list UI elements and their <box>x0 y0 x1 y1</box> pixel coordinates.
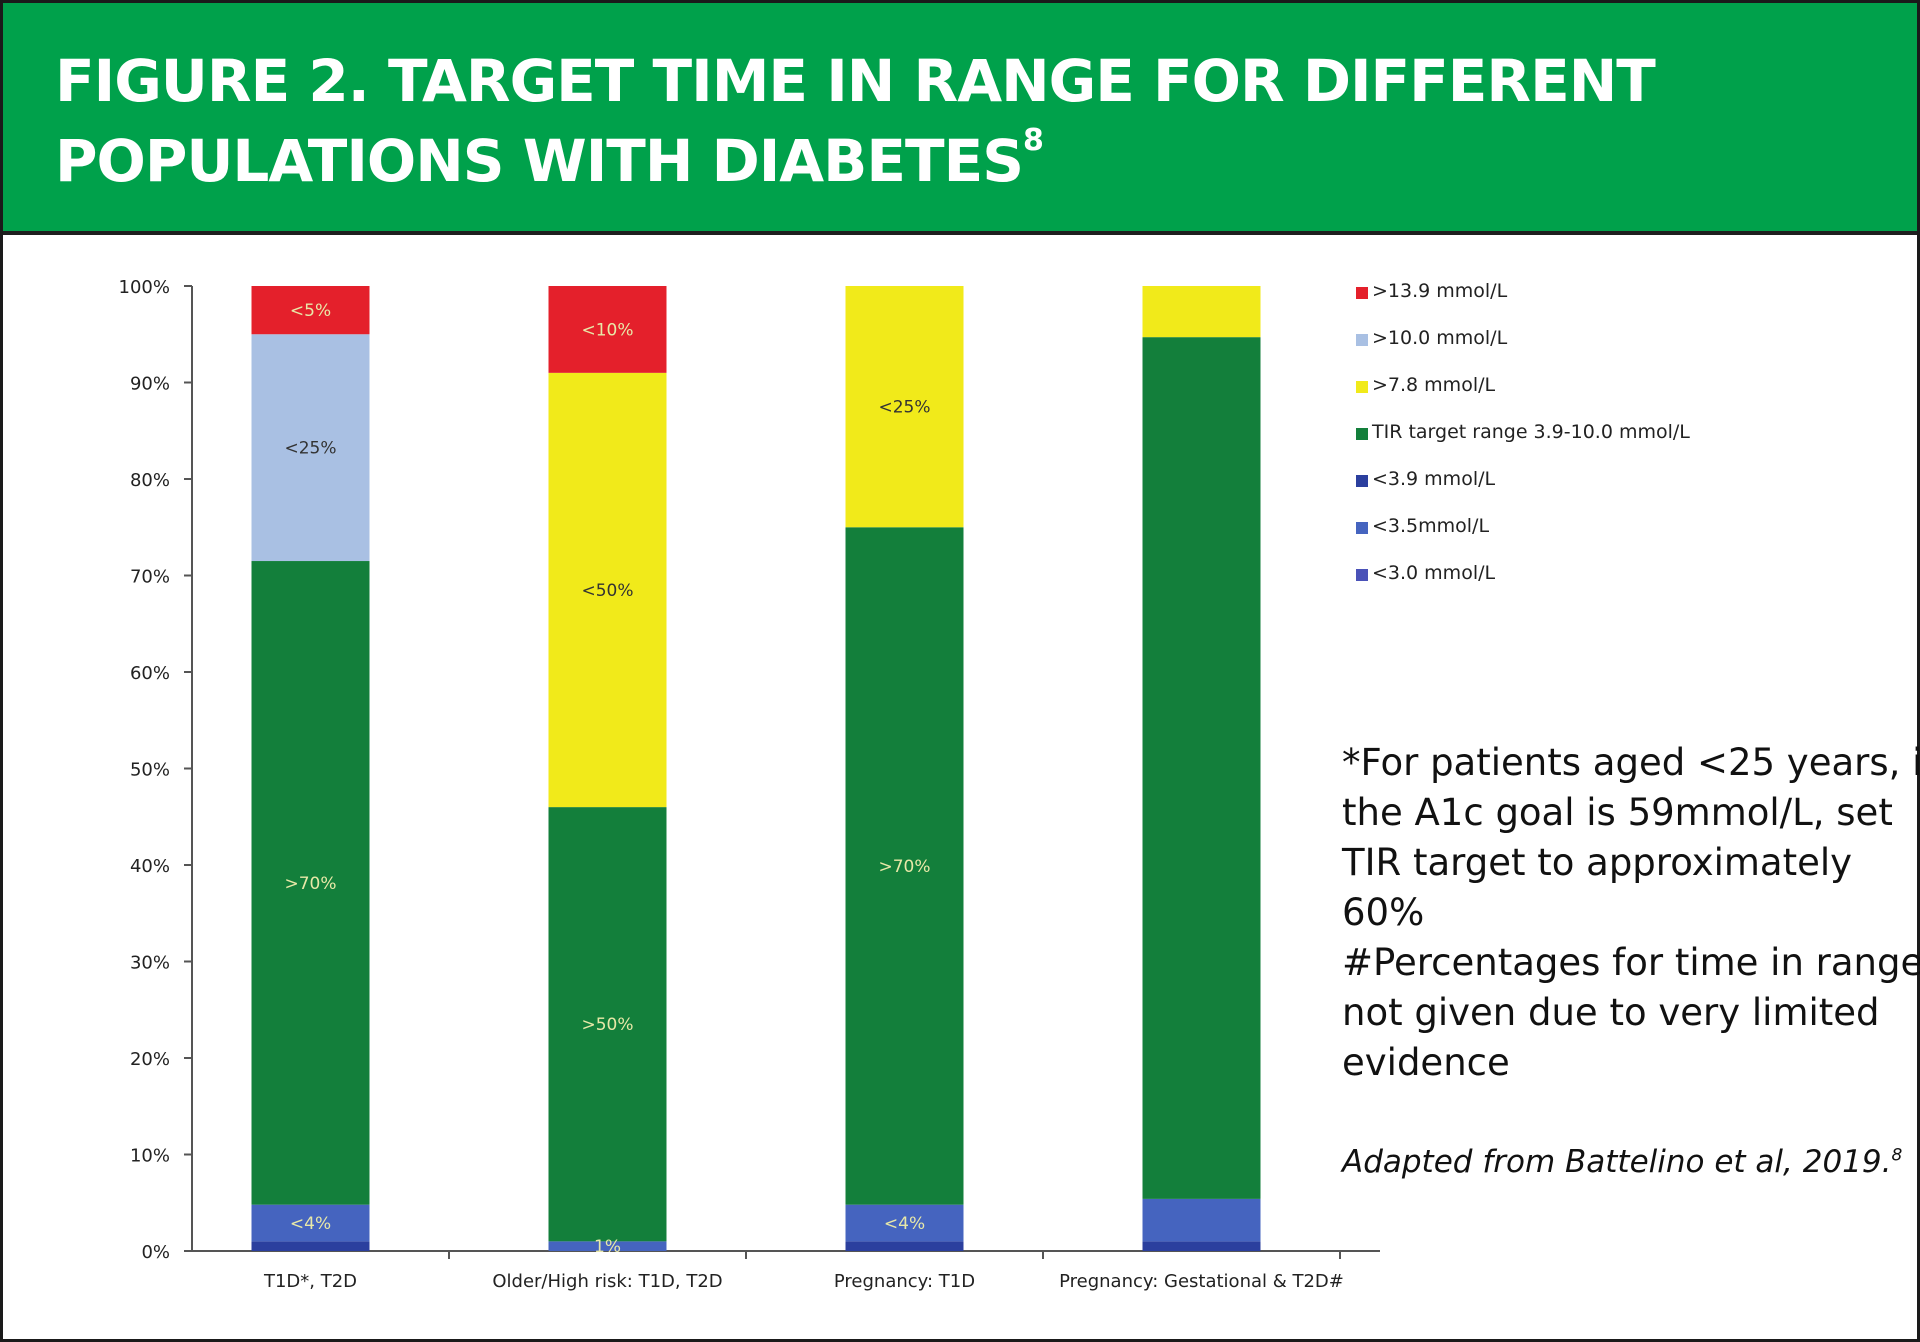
legend-swatch <box>1356 475 1368 487</box>
bar-segment <box>251 561 370 1205</box>
bar-segment <box>1142 1241 1261 1251</box>
bar-segment <box>548 1241 667 1251</box>
bar-segment <box>845 527 964 1205</box>
bar-data-label: 1% <box>594 1237 621 1257</box>
footnote-line: #Percentages for time in range <box>1342 941 1920 984</box>
y-tick-label: 30% <box>130 953 170 974</box>
y-tick-label: 50% <box>130 760 170 781</box>
bar-data-label: >70% <box>878 857 930 877</box>
bar-segment <box>845 1241 964 1251</box>
y-tick-label: 90% <box>130 374 170 395</box>
bar-data-label: >50% <box>581 1015 633 1035</box>
source-reference: 8 <box>1891 1145 1903 1166</box>
source-text: Adapted from Battelino et al, 2019. <box>1342 1144 1892 1180</box>
bar-segment <box>1142 1198 1261 1242</box>
footnote-line: 60% <box>1342 891 1425 934</box>
footnote-line: evidence <box>1342 1041 1510 1084</box>
y-tick-label: 80% <box>130 470 170 491</box>
footnote-line: not given due to very limited <box>1342 991 1880 1034</box>
legend-swatch <box>1356 381 1368 393</box>
legend-swatch <box>1356 287 1368 299</box>
bar-segment <box>845 1204 964 1242</box>
bar-data-label: <25% <box>878 398 930 418</box>
title-reference: 8 <box>1022 123 1044 158</box>
legend-swatch <box>1356 522 1368 534</box>
bar-data-label: >70% <box>284 874 336 894</box>
chart-footnote: *For patients aged <25 years, if the A1c… <box>1342 738 1920 1088</box>
bar-data-label: <4% <box>290 1214 331 1234</box>
legend-label: >7.8 mmol/L <box>1372 374 1496 396</box>
bar-segment <box>548 807 667 1242</box>
source-citation: Adapted from Battelino et al, 2019.8 <box>1342 1144 1902 1180</box>
legend-swatch <box>1356 569 1368 581</box>
legend-swatch <box>1356 334 1368 346</box>
legend-label: >13.9 mmol/L <box>1372 280 1508 302</box>
y-tick-label: 70% <box>130 567 170 588</box>
bar-data-label: <4% <box>884 1214 925 1234</box>
y-tick-label: 0% <box>141 1242 170 1263</box>
x-category-label: Pregnancy: T1D <box>834 1271 975 1292</box>
x-category-label: Pregnancy: Gestational & T2D# <box>1059 1271 1344 1292</box>
x-category-label: Older/High risk: T1D, T2D <box>492 1271 722 1292</box>
bar-data-label: <10% <box>581 320 633 340</box>
bar-segment <box>1142 286 1261 338</box>
x-category-label: T1D*, T2D <box>263 1271 357 1292</box>
bar-segment <box>1142 337 1261 1199</box>
bar-data-label: <50% <box>581 581 633 601</box>
bar-data-label: <25% <box>284 439 336 459</box>
bar-segment <box>845 286 964 528</box>
legend-swatch <box>1356 428 1368 440</box>
y-tick-label: 20% <box>130 1049 170 1070</box>
bar-segment <box>251 1204 370 1242</box>
footnote-line: TIR target to approximately <box>1342 841 1853 884</box>
figure-title: FIGURE 2. TARGET TIME IN RANGE FOR DIFFE… <box>55 41 1755 201</box>
title-line-1: FIGURE 2. TARGET TIME IN RANGE FOR DIFFE… <box>55 47 1656 115</box>
footnote-line: *For patients aged <25 years, if <box>1342 741 1920 784</box>
bar-segment <box>251 286 370 335</box>
y-tick-label: 100% <box>119 277 170 298</box>
legend-label: TIR target range 3.9-10.0 mmol/L <box>1372 421 1690 443</box>
title-line-2: POPULATIONS WITH DIABETES <box>55 127 1024 195</box>
bar-segment <box>251 334 370 562</box>
legend-label: >10.0 mmol/L <box>1372 327 1508 349</box>
y-tick-label: 60% <box>130 663 170 684</box>
y-tick-label: 40% <box>130 856 170 877</box>
y-tick-label: 10% <box>130 1146 170 1167</box>
legend-label: <3.0 mmol/L <box>1372 562 1496 584</box>
bar-segment <box>251 1241 370 1251</box>
bar-segment <box>548 372 667 808</box>
figure-header: FIGURE 2. TARGET TIME IN RANGE FOR DIFFE… <box>3 3 1917 235</box>
footnote-line: the A1c goal is 59mmol/L, set <box>1342 791 1893 834</box>
bar-segment <box>548 286 667 373</box>
bar-data-label: <5% <box>290 301 331 321</box>
legend-label: <3.5mmol/L <box>1372 515 1490 537</box>
legend-label: <3.9 mmol/L <box>1372 468 1496 490</box>
